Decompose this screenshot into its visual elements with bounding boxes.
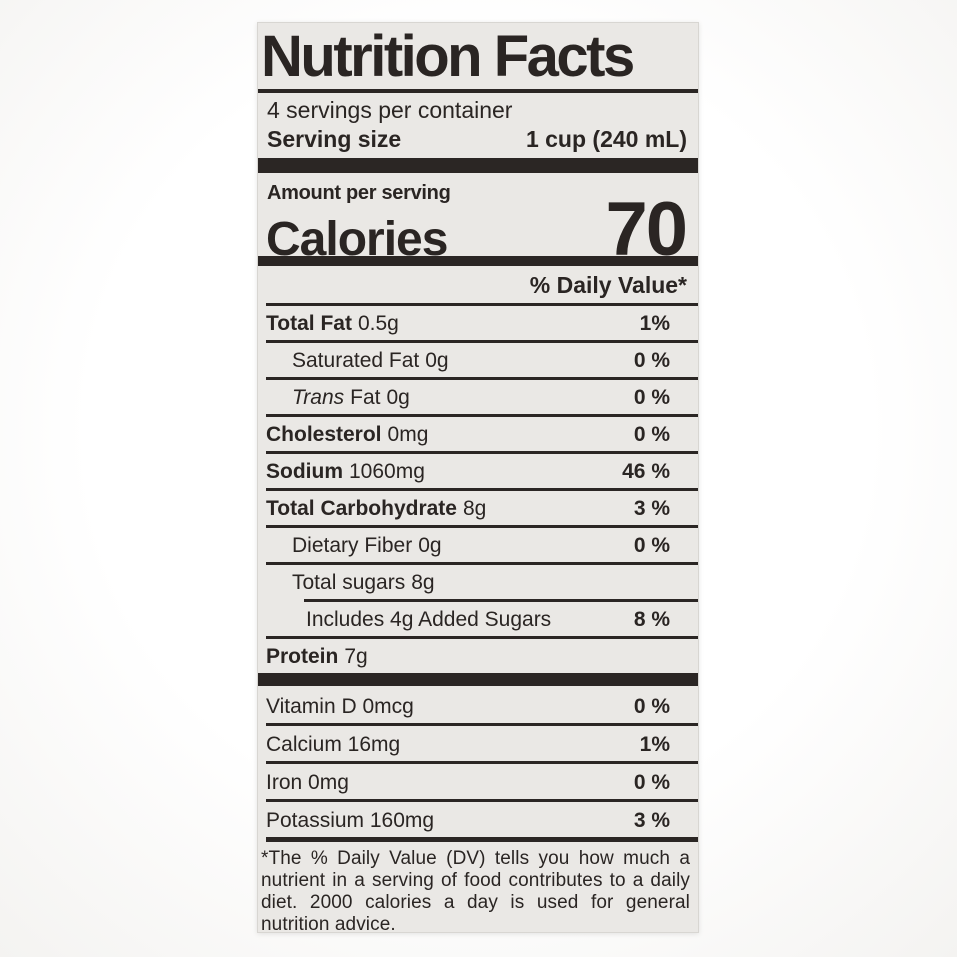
vitamin-row-iron: Iron 0mg 0 % bbox=[266, 761, 698, 799]
title-rule bbox=[258, 89, 698, 93]
nutrient-row-added-sugars: Includes 4g Added Sugars 8 % bbox=[304, 599, 698, 636]
medium-divider-bar bbox=[258, 256, 698, 266]
vitamin-name: Vitamin D 0mcg bbox=[266, 695, 414, 718]
nutrient-row-cholesterol: Cholesterol 0mg 0 % bbox=[266, 414, 698, 451]
nutrient-row-saturated-fat: Saturated Fat 0g 0 % bbox=[266, 340, 698, 377]
daily-value-header: % Daily Value* bbox=[529, 272, 687, 298]
nutrient-amount: 8g bbox=[411, 571, 435, 594]
vitamin-name: Iron 0mg bbox=[266, 771, 349, 794]
nutrient-row-total-sugars: Total sugars 8g bbox=[266, 562, 698, 599]
vitamin-row-vitamin-d: Vitamin D 0mcg 0 % bbox=[266, 686, 698, 723]
nutrient-dv: 8 % bbox=[633, 608, 670, 631]
vitamin-dv: 0 % bbox=[633, 771, 670, 794]
calories-value: 70 bbox=[605, 187, 688, 272]
amount-per-serving-label: Amount per serving bbox=[267, 182, 451, 204]
thick-divider-bar-2 bbox=[258, 673, 698, 686]
serving-size-row: Serving size 1 cup (240 mL) bbox=[258, 124, 698, 158]
label-title: Nutrition Facts bbox=[261, 24, 635, 89]
nutrient-amount: 1060mg bbox=[349, 460, 425, 483]
nutrient-amount: 0g bbox=[425, 349, 449, 372]
nutrient-name: Saturated Fat bbox=[292, 349, 420, 372]
nutrient-amount: 0.5g bbox=[357, 312, 399, 335]
nutrition-facts-label: Nutrition Facts 4 servings per container… bbox=[257, 22, 699, 935]
nutrient-name: Sodium bbox=[266, 460, 343, 483]
nutrient-name: Cholesterol bbox=[266, 423, 382, 446]
nutrient-dv: 0 % bbox=[633, 349, 670, 372]
nutrient-dv: 0 % bbox=[633, 423, 670, 446]
serving-size-label: Serving size bbox=[267, 126, 402, 152]
nutrient-amount: 0g bbox=[418, 534, 442, 557]
vitamin-row-potassium: Potassium 160mg 3 % bbox=[266, 799, 698, 842]
vitamin-name: Potassium 160mg bbox=[266, 809, 435, 832]
thick-divider-bar bbox=[258, 158, 698, 173]
servings-per-container: 4 servings per container bbox=[267, 97, 513, 123]
vitamin-dv: 1% bbox=[639, 733, 670, 756]
vitamin-row-calcium: Calcium 16mg 1% bbox=[266, 723, 698, 761]
daily-value-footnote: *The % Daily Value (DV) tells you how mu… bbox=[261, 848, 690, 935]
calories-row: Calories 70 bbox=[258, 187, 698, 272]
nutrient-row-protein: Protein 7g bbox=[266, 636, 698, 673]
nutrient-row-sodium: Sodium 1060mg 46 % bbox=[266, 451, 698, 488]
nutrient-name: Dietary Fiber bbox=[292, 534, 413, 557]
nutrient-dv: 0 % bbox=[633, 386, 670, 409]
nutrient-row-total-fat: Total Fat 0.5g 1% bbox=[266, 303, 698, 340]
nutrient-row-dietary-fiber: Dietary Fiber 0g 0 % bbox=[266, 525, 698, 562]
nutrient-amount: 7g bbox=[344, 645, 368, 668]
nutrient-dv: 1% bbox=[639, 312, 670, 335]
nutrient-dv: 0 % bbox=[633, 534, 670, 557]
nutrient-row-trans-fat: Trans Fat 0g 0 % bbox=[266, 377, 698, 414]
nutrient-dv: 3 % bbox=[633, 497, 670, 520]
nutrient-row-total-carbohydrate: Total Carbohydrate 8g 3 % bbox=[266, 488, 698, 525]
nutrient-name: Includes 4g Added Sugars bbox=[306, 608, 552, 631]
calories-label: Calories bbox=[266, 213, 448, 266]
nutrient-name: Fat bbox=[350, 386, 381, 409]
vitamin-dv: 3 % bbox=[633, 809, 670, 832]
vitamin-name: Calcium 16mg bbox=[266, 733, 401, 756]
nutrient-name: Total Carbohydrate bbox=[266, 497, 457, 520]
nutrient-name: Total Fat bbox=[266, 312, 352, 335]
nutrient-dv: 46 % bbox=[622, 460, 670, 483]
nutrient-amount: 8g bbox=[462, 497, 487, 520]
nutrient-name: Total sugars bbox=[292, 571, 406, 594]
nutrient-name: Protein bbox=[266, 645, 339, 668]
serving-size-value: 1 cup (240 mL) bbox=[525, 126, 687, 152]
vitamin-dv: 0 % bbox=[633, 695, 670, 718]
nutrient-amount: 0g bbox=[386, 386, 410, 409]
nutrient-name-italic: Trans bbox=[292, 386, 345, 409]
nutrient-amount: 0mg bbox=[387, 423, 429, 446]
